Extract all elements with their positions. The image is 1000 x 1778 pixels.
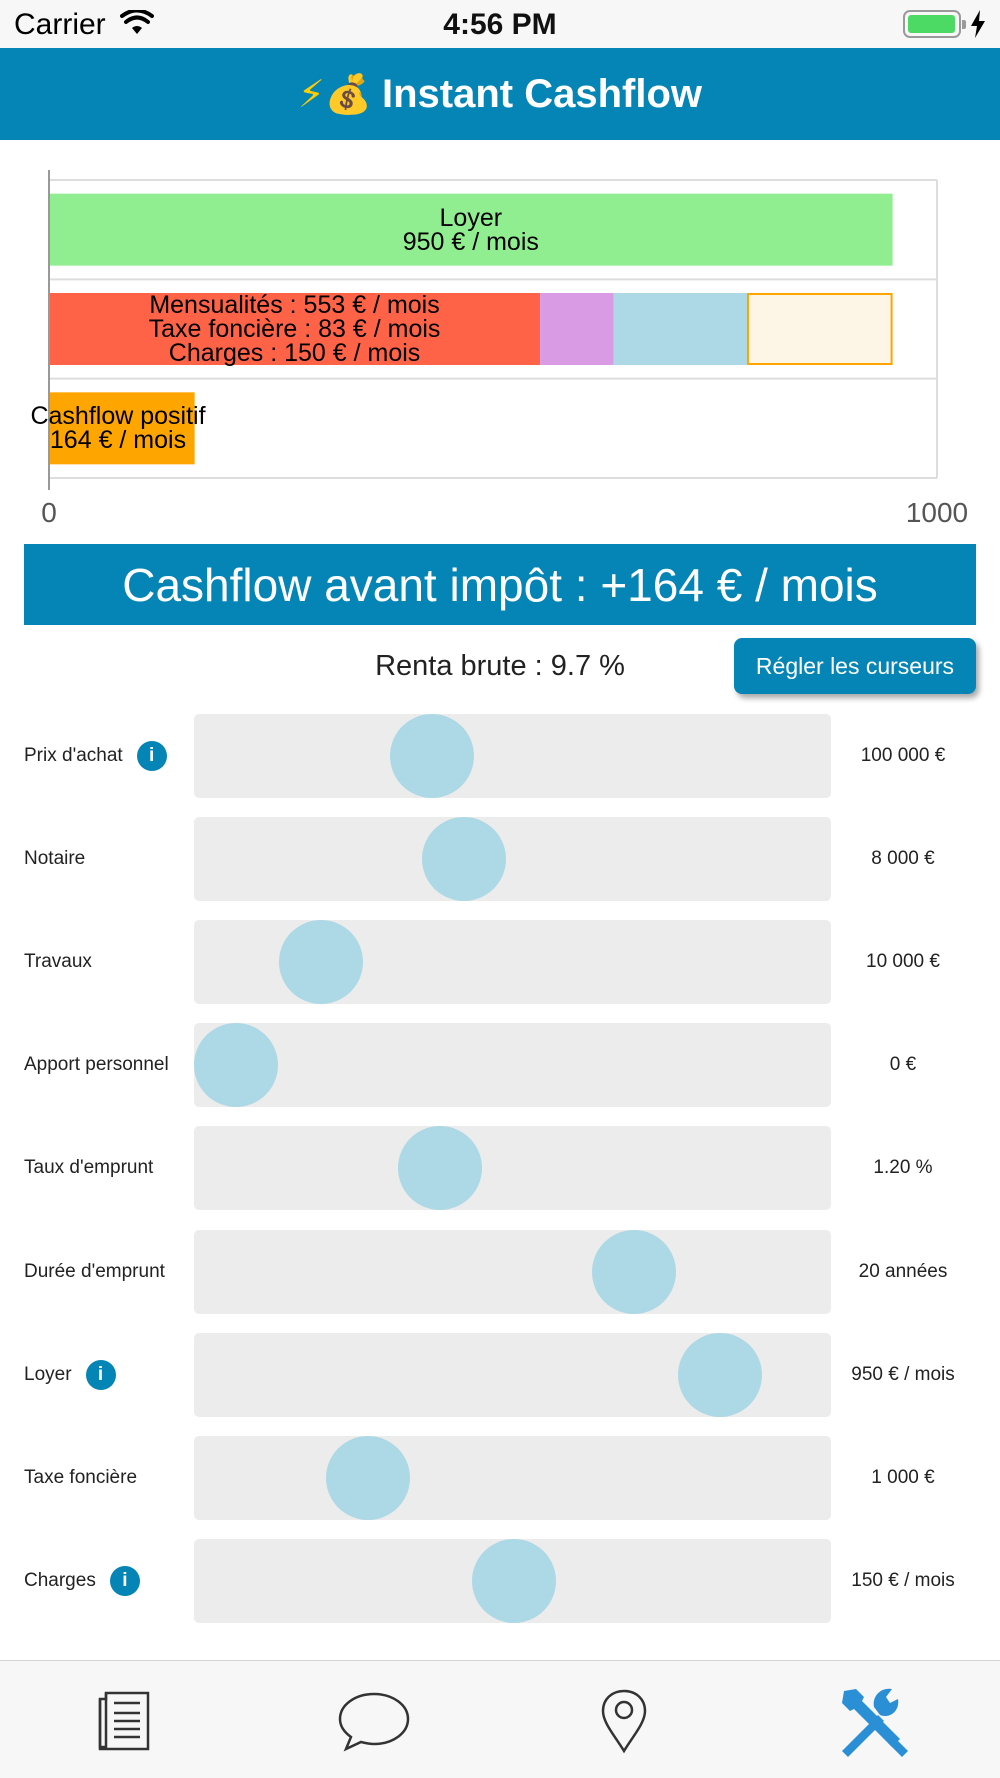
slider-label-text: Loyer [24,1363,72,1385]
slider-label: Loyer i [24,1333,116,1417]
app-header: ⚡💰 Instant Cashflow [0,48,1000,140]
chat-bubble-icon [338,1692,410,1752]
slider-track[interactable] [194,714,831,798]
slider-track[interactable] [194,1229,831,1314]
chart-bar-label-line: Mensualités : 553 € / mois [149,291,440,319]
slider-label: Notaire [24,817,85,901]
slider-thumb[interactable] [422,817,507,902]
slider-label: Apport personnel [24,1023,169,1107]
slider-thumb[interactable] [390,714,475,798]
chart-bar-segment [540,293,614,365]
slider-row: Durée d'emprunt 20 années [0,1229,1000,1314]
slider-label: Taxe foncière [24,1436,137,1520]
slider-value: 0 € [889,1054,917,1076]
slider-label: Prix d'achat i [24,714,167,798]
slider-track[interactable] [194,1126,831,1211]
slider-value: 100 000 € [860,745,946,766]
slider-track[interactable] [194,1435,831,1520]
slider-label: Charges i [24,1539,140,1623]
lightning-money-icon: ⚡💰 [297,73,372,116]
chart-bar-segment [49,193,893,266]
slider-value: 1.20 % [873,1157,933,1179]
regler-curseurs-button[interactable]: Régler les curseurs [734,638,976,694]
chart-bar-segment [49,293,541,365]
cashflow-chart: 0 1000 Loyer 950 € / mois Mensualités : 553… [0,150,1000,540]
slider-label-text: Charges [24,1569,96,1591]
carrier-label: Carrier [14,8,106,41]
slider-track[interactable] [194,1332,831,1417]
slider-label: Taux d'emprunt [24,1126,153,1210]
info-icon[interactable]: i [85,1359,116,1390]
slider-value: 20 années [858,1260,948,1282]
tab-bar [0,1660,1000,1778]
slider-row: Charges i 150 € / mois [0,1538,1000,1623]
renta-brute-text: Renta brute : 9.7 % [375,650,625,682]
location-pin-icon [601,1689,647,1754]
chart-x-tick-label: 1000 [906,497,968,528]
slider-value: 150 € / mois [851,1569,955,1591]
slider-thumb[interactable] [472,1538,557,1623]
chart-canvas: 0 1000 [41,170,968,528]
slider-track[interactable] [194,920,831,1005]
tools-icon [842,1688,908,1757]
slider-track[interactable] [194,817,831,902]
slider-label-text: Taxe foncière [24,1466,138,1488]
slider-label: Durée d'emprunt [24,1230,165,1314]
slider-row: Travaux 10 000 € [0,920,1000,1005]
slider-row: Apport personnel 0 € [0,1023,1000,1108]
chart-bar-label-line: Loyer [439,203,503,232]
chart-bar-label: Loyer 950 € / mois [221,203,721,256]
info-icon[interactable]: i [109,1565,140,1596]
chart-bar-label-line: 164 € / mois [49,426,187,455]
slider-value: 10 000 € [866,951,940,973]
chart-bar-segment [746,293,893,365]
charging-bolt-icon [970,10,986,43]
slider-label-text: Apport personnel [24,1054,169,1076]
slider-track[interactable] [194,1538,831,1623]
slider-row: Prix d'achat i 100 000 € [0,714,1000,798]
slider-row: Notaire 8 000 € [0,817,1000,902]
slider-label: Travaux [24,920,92,1004]
app-title: Instant Cashflow [381,71,703,116]
slider-row: Taux d'emprunt 1.20 % [0,1126,1000,1211]
chart-bar-label: Mensualités : 553 € / mois Taxe foncière … [45,291,545,367]
cashflow-banner: Cashflow avant impôt : +164 € / mois [24,544,976,625]
chart-bar-label-line: Cashflow positif [30,402,206,431]
chart-bar-segment [49,392,195,465]
chart-bar-label-line: Charges : 150 € / mois [168,339,421,367]
chart-x-tick-label: 0 [41,497,57,528]
slider-thumb[interactable] [278,920,363,1005]
status-bar: Carrier 4:56 PM [0,0,1000,48]
slider-label-text: Taux d'emprunt [24,1157,154,1179]
tab-tools[interactable] [834,1685,914,1757]
chart-bar-label-line: 950 € / mois [402,227,539,256]
chart-bar-label-line: Taxe foncière : 83 € / mois [148,315,441,343]
slider-thumb[interactable] [677,1332,762,1417]
info-icon[interactable]: i [136,741,167,771]
slider-track[interactable] [194,1023,831,1108]
tab-chat[interactable] [334,1685,414,1757]
slider-thumb[interactable] [326,1435,411,1520]
tab-document[interactable] [84,1685,164,1757]
battery-icon [903,10,966,38]
document-icon [98,1691,150,1751]
slider-row: Loyer i 950 € / mois [0,1332,1000,1417]
slider-value: 8 000 € [871,848,935,870]
slider-label-text: Notaire [24,848,86,870]
slider-value: 1 000 € [871,1466,935,1488]
slider-value: 950 € / mois [851,1363,955,1385]
chart-bar-label: Cashflow positif 164 € / mois [0,402,368,455]
slider-label-text: Travaux [24,951,92,973]
slider-thumb[interactable] [194,1023,278,1108]
tab-location[interactable] [584,1685,664,1757]
wifi-icon [120,8,154,41]
clock-time: 4:56 PM [443,8,557,41]
slider-label-text: Durée d'emprunt [24,1260,165,1282]
slider-row: Taxe foncière 1 000 € [0,1435,1000,1520]
slider-thumb[interactable] [591,1229,676,1314]
chart-bar-segment [613,293,747,365]
slider-label-text: Prix d'achat [24,745,123,766]
slider-thumb[interactable] [398,1126,483,1211]
